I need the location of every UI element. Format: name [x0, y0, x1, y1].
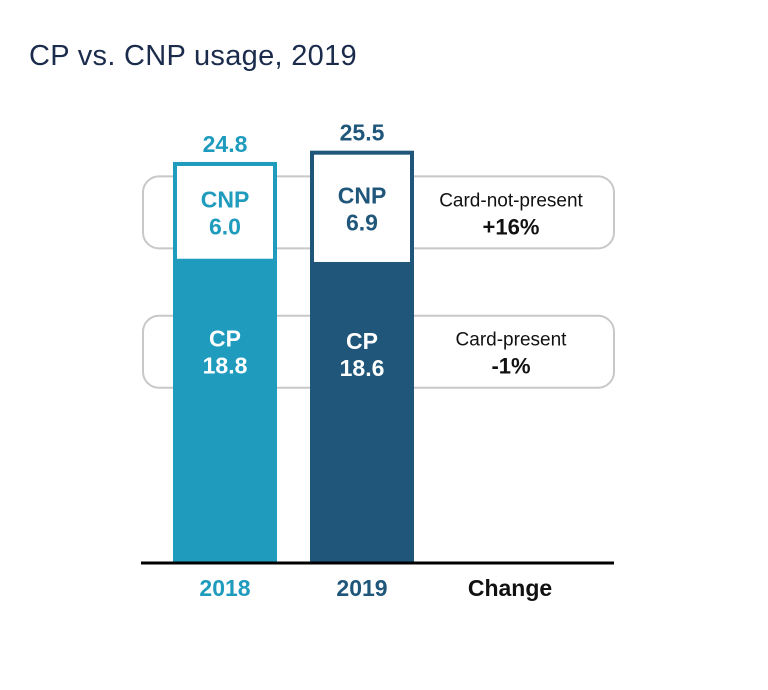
bar-cp-2019 — [310, 261, 414, 562]
labels: 24.8CNP6.0CP18.8201825.5CNP6.9CP18.62019… — [199, 120, 552, 601]
bar-cnp-2019 — [310, 150, 414, 266]
total-label-2018: 24.8 — [203, 131, 248, 157]
total-label-2019: 25.5 — [340, 120, 385, 146]
cnp-name-label-2019: CNP — [338, 182, 387, 208]
change-label-cp: Card-present — [456, 330, 568, 351]
change-value-cnp: +16% — [483, 214, 540, 239]
bar-cp-2018 — [173, 258, 277, 562]
bars — [173, 150, 414, 562]
cp-value-label-2018: 18.8 — [203, 353, 248, 379]
cnp-value-label-2018: 6.0 — [209, 213, 241, 239]
cp-name-label-2019: CP — [346, 328, 378, 354]
change-value-cp: -1% — [491, 354, 530, 379]
bar-cnp-2018 — [173, 161, 277, 263]
cnp-name-label-2018: CNP — [201, 186, 250, 212]
change-label-cnp: Card-not-present — [439, 190, 583, 211]
x-tick-label-2018: 2018 — [199, 575, 250, 601]
cnp-value-label-2019: 6.9 — [346, 209, 378, 235]
x-tick-label-2019: 2019 — [336, 575, 387, 601]
cp-value-label-2019: 18.6 — [340, 355, 385, 381]
chart-title: CP vs. CNP usage, 2019 — [29, 40, 357, 72]
cp-name-label-2018: CP — [209, 326, 241, 352]
change-column-label: Change — [468, 575, 552, 601]
